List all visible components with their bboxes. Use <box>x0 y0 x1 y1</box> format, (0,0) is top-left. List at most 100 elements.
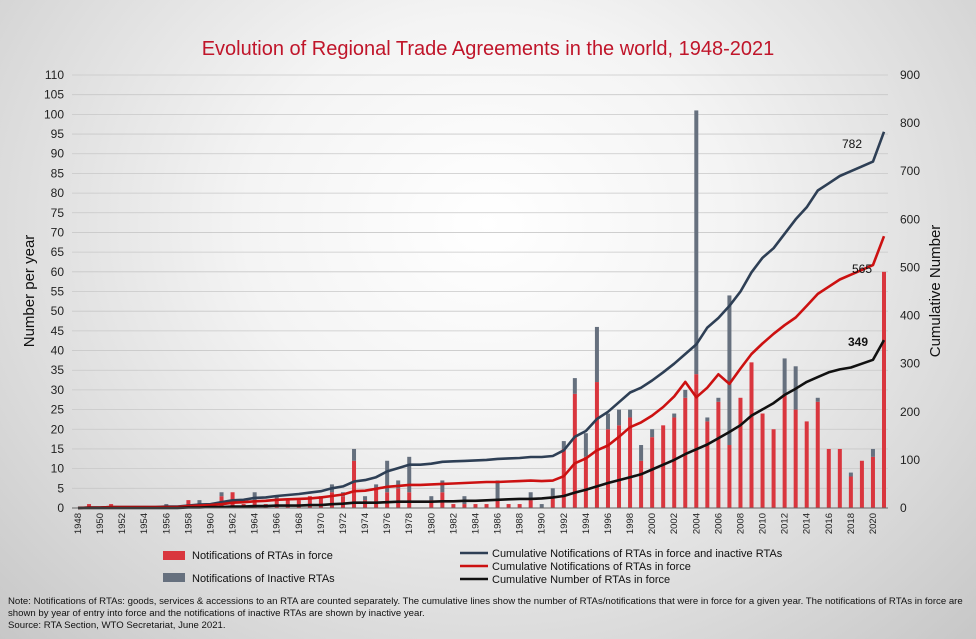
end-label-565: 565 <box>852 262 872 276</box>
bar-inactive <box>539 504 544 508</box>
x-tick-label: 2012 <box>780 513 791 534</box>
bar-in-force <box>650 437 655 508</box>
bar-in-force <box>572 393 577 508</box>
bar-inactive <box>628 409 633 418</box>
x-tick-label: 2020 <box>868 513 879 534</box>
bar-in-force <box>793 409 798 508</box>
y-tick-label: 10 <box>51 462 65 476</box>
bar-in-force <box>583 456 588 508</box>
bar-inactive <box>197 500 202 505</box>
x-tick-label: 1964 <box>250 513 261 534</box>
y-tick-label: 100 <box>44 107 64 121</box>
bar-in-force <box>760 413 765 508</box>
y2-tick-label: 400 <box>900 309 920 323</box>
y-tick-label: 65 <box>51 245 65 259</box>
x-tick-label: 1982 <box>448 513 459 534</box>
bar-inactive <box>528 492 533 501</box>
bar-in-force <box>506 504 511 508</box>
bar-in-force <box>87 504 92 508</box>
y2-tick-label: 100 <box>900 453 920 467</box>
bar-in-force <box>727 445 732 508</box>
bar-in-force <box>870 456 875 508</box>
x-tick-label: 1986 <box>493 513 504 534</box>
bar-in-force <box>837 448 842 508</box>
bar-inactive <box>352 448 357 461</box>
legend-label-rtas-in-force: Cumulative Number of RTAs in force <box>492 574 670 586</box>
x-tick-label: 1992 <box>559 513 570 534</box>
bar-inactive <box>848 472 853 477</box>
x-tick-label: 1970 <box>316 513 327 534</box>
bar-in-force <box>661 425 666 508</box>
x-tick-label: 1954 <box>139 513 150 534</box>
legend: Notifications of RTAs in force Notificat… <box>163 548 783 586</box>
bar-inactive <box>374 484 379 489</box>
bar-in-force <box>528 500 533 508</box>
bar-in-force <box>252 500 257 508</box>
y-tick-label: 30 <box>51 383 65 397</box>
x-tick-label: 1956 <box>161 513 172 534</box>
x-tick-label: 1996 <box>603 513 614 534</box>
bar-in-force <box>429 500 434 508</box>
x-tick-label: 2000 <box>647 513 658 534</box>
x-tick-label: 2002 <box>669 513 680 534</box>
y2-tick-label: 200 <box>900 405 920 419</box>
x-tick-label: 1948 <box>73 513 84 534</box>
x-tick-label: 1990 <box>537 513 548 534</box>
x-tick-label: 2010 <box>758 513 769 534</box>
bar-inactive <box>639 445 644 461</box>
bar-in-force <box>639 460 644 508</box>
bar-in-force <box>749 362 754 508</box>
bar-in-force <box>407 492 412 508</box>
y-tick-label: 75 <box>51 206 65 220</box>
line-rtas-in-force <box>78 339 886 510</box>
x-tick-label: 1950 <box>95 513 106 534</box>
x-tick-label: 2018 <box>846 513 857 534</box>
y-tick-label: 5 <box>57 481 64 495</box>
y-tick-label: 60 <box>51 265 65 279</box>
y2-tick-label: 800 <box>900 116 920 130</box>
y-tick-label: 50 <box>51 304 65 318</box>
bar-inactive <box>363 496 368 501</box>
y-tick-label: 40 <box>51 344 65 358</box>
bar-inactive <box>650 429 655 438</box>
bar-inactive <box>782 358 787 394</box>
bar-in-force <box>550 496 555 508</box>
bar-in-force <box>363 500 368 508</box>
x-tick-label: 2008 <box>735 513 746 534</box>
x-tick-label: 1988 <box>515 513 526 534</box>
x-tick-label: 1994 <box>581 513 592 534</box>
x-tick-label: 1974 <box>360 513 371 534</box>
y-tick-label: 20 <box>51 422 65 436</box>
bar-in-force <box>318 496 323 508</box>
x-tick-label: 2014 <box>802 513 813 534</box>
x-tick-label: 1962 <box>228 513 239 534</box>
gridlines <box>72 74 888 489</box>
y2-tick-label: 0 <box>900 501 907 515</box>
y-tick-label: 45 <box>51 324 65 338</box>
bar-in-force <box>705 421 710 508</box>
bar-inactive <box>495 480 500 501</box>
bars-layer <box>87 110 886 508</box>
note-text: Note: Notifications of RTAs: goods, serv… <box>8 596 963 619</box>
bar-in-force <box>859 460 864 508</box>
bar-in-force <box>517 504 522 508</box>
bar-inactive <box>561 441 566 449</box>
bar-in-force <box>385 492 390 508</box>
bar-in-force <box>694 374 699 508</box>
y2-tick-label: 700 <box>900 164 920 178</box>
legend-swatch-in-force-bars <box>163 551 185 560</box>
x-tick-label: 1966 <box>272 513 283 534</box>
bar-in-force <box>274 500 279 508</box>
x-tick-label: 1976 <box>382 513 393 534</box>
bar-inactive <box>716 397 721 402</box>
x-axis-ticks: 1948 1950 1952 1954 1956 1958 1960 1962 1964 1966… <box>73 513 879 534</box>
y2-axis-title: Cumulative Number <box>927 225 944 358</box>
legend-label-cumulative-in-force: Cumulative Notifications of RTAs in forc… <box>492 561 691 573</box>
bar-inactive <box>672 413 677 418</box>
legend-label-cumulative-total: Cumulative Notifications of RTAs in forc… <box>492 548 783 560</box>
right-axis-ticks: 0 100 200 300 400 500 600 700 800 900 <box>900 68 920 515</box>
bar-inactive <box>219 492 224 497</box>
bar-in-force <box>882 271 886 508</box>
chart-notes: Note: Notifications of RTAs: goods, serv… <box>8 596 970 632</box>
